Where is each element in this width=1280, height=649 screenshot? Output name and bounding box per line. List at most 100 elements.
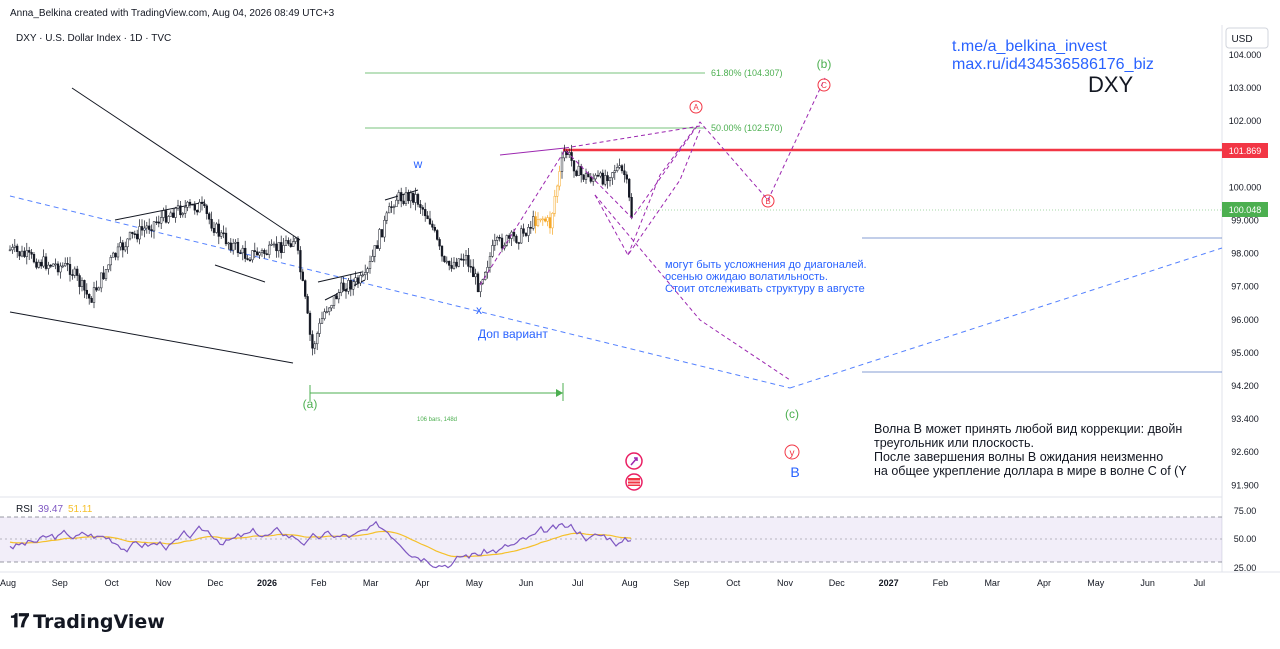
candle-body [215,223,218,233]
measure-tool[interactable] [309,383,564,401]
candle-body [248,259,252,262]
candle-body [32,254,36,263]
time-tick-label: Oct [105,578,120,588]
wave-label-x: x [476,303,482,317]
candle-body [455,261,458,267]
candle-body [539,218,542,221]
candle-body [517,242,520,244]
symbol-legend[interactable]: DXY · U.S. Dollar Index · 1D · TVC [16,33,172,44]
candle-body [107,264,110,270]
time-tick-label: May [1087,578,1105,588]
candle-body [126,238,129,248]
candle-body [618,165,621,168]
candle-body [628,178,631,198]
candle-body [176,205,180,209]
candle-body [128,231,132,240]
svg-text:осенью ожидаю волатильность.: осенью ожидаю волатильность. [665,271,828,283]
candle-body [304,280,307,297]
candle-body [349,280,352,290]
candle-body [512,231,516,237]
svg-text:треугольник или плоскость.: треугольник или плоскость. [874,436,1034,450]
price-tag-resistance [1222,143,1268,158]
rsi-tick: 25.00 [1234,563,1257,573]
price-tick-label: 100.000 [1229,182,1262,192]
candle-body [608,177,612,182]
candle-body [236,241,240,254]
price-tick-label: 96.000 [1231,315,1259,325]
candle-body [198,201,201,213]
time-tick-label: Aug [0,578,16,588]
candle-body [407,192,410,202]
diagonal-line [499,147,566,156]
candle-body [306,296,309,314]
candle-body [395,199,398,208]
candle-body [196,209,199,213]
candle-body [227,242,230,245]
candle-body [361,274,364,277]
candle-body [342,282,345,290]
watermark-link-1[interactable]: t.me/a_belkina_invest [952,38,1107,55]
event-icons[interactable] [625,452,643,491]
candle-body [148,225,151,230]
candle-body [392,206,396,209]
time-tick-label: Mar [984,578,1000,588]
candle-body [493,240,496,246]
candle-body [66,263,69,265]
candle-body [332,295,336,306]
candle-body [287,240,290,244]
price-axis[interactable]: 104.000103.000102.000101.000100.00099.00… [1229,50,1262,490]
candle-body [152,221,156,232]
candle-body [145,225,148,229]
candle-body [527,227,530,236]
candle-body [68,264,72,275]
candle-body [428,218,432,225]
candle-body [469,266,472,268]
candle-body [620,165,624,172]
candle-body [356,277,360,284]
candle-body [232,243,235,251]
wave-label-c: C [821,81,827,90]
candle-body [491,245,494,257]
wave-label-b: B [765,197,770,206]
watermark-link-2[interactable]: max.ru/id434536586176_biz [952,56,1154,73]
candle-body [462,259,465,261]
candle-body [498,236,501,239]
candle-body [280,242,283,253]
candle-body [212,227,216,233]
candle-body [83,280,86,291]
candle-body [76,268,79,276]
time-tick-label: Nov [155,578,172,588]
candle-body [421,207,424,210]
candle-body [52,263,55,267]
candle-body [616,167,619,171]
time-axis[interactable]: Aug Sep Oct Nov Dec 2026 Feb Mar Apr May Jun Jul Aug… [0,578,1205,588]
price-tick-label: 92.600 [1231,447,1259,457]
candle-body [524,233,528,236]
candle-body [582,174,585,180]
candle-body [308,312,312,335]
candle-body [23,250,26,257]
candle-body [335,295,338,300]
candlestick-series[interactable] [8,144,633,356]
candle-body [61,265,64,268]
candle-body [167,216,170,223]
candle-body [347,280,350,292]
candle-body [599,172,602,177]
candle-body [73,268,76,276]
time-tick-label: Sep [673,578,689,588]
candle-body [397,192,400,201]
wave-label-c-paren: (c) [785,407,799,421]
candle-body [265,253,268,255]
tradingview-logo[interactable]: 𝟏𝟕 TradingView [10,611,165,633]
wave-label-w: w [413,157,423,171]
candle-body [114,252,117,258]
candle-body [224,232,228,245]
candle-body [613,170,616,173]
wave-label-a-paren: (a) [303,397,318,411]
time-tick-label: Mar [363,578,379,588]
currency-box[interactable] [1225,27,1269,49]
candle-body [275,243,278,252]
candle-body [601,172,604,185]
wave-marker-b [761,194,775,208]
